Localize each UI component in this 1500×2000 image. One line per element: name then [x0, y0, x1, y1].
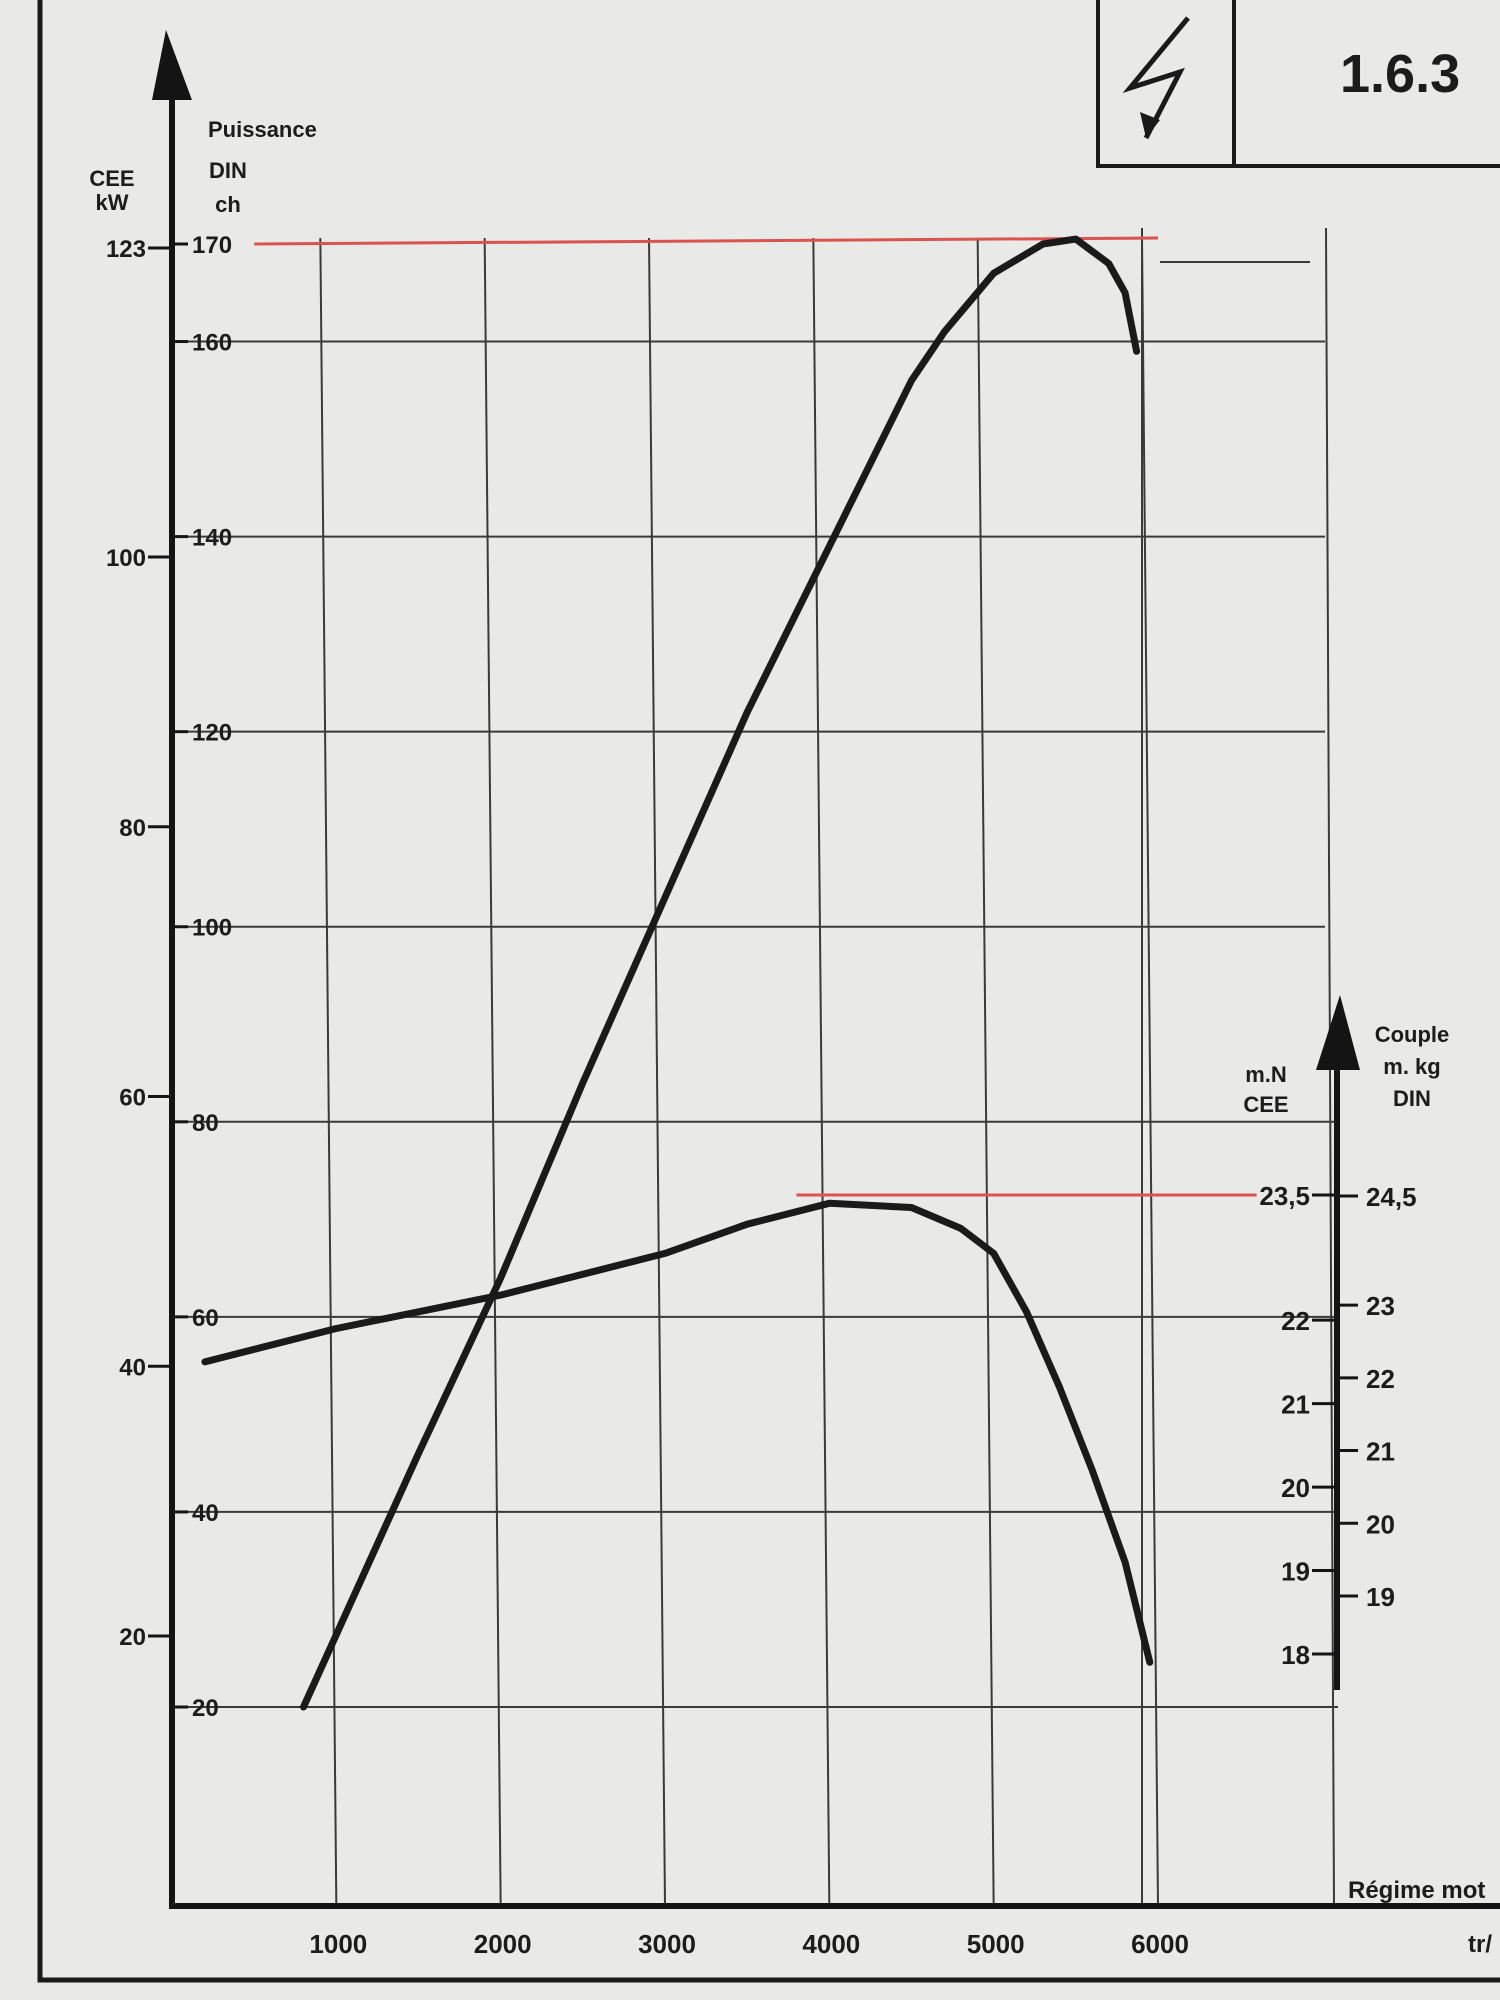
ch-tick-label-80: 80 [192, 1110, 219, 1137]
ch-tick-label-100: 100 [192, 915, 232, 942]
header-code: 1.6.3 [1340, 44, 1460, 104]
kw-tick-label-123: 123 [106, 236, 146, 263]
left-inner-axis-label-2: ch [215, 192, 241, 217]
nm-tick-label-21: 21 [1281, 1390, 1310, 1420]
kw-tick-label-100: 100 [106, 545, 146, 572]
left-outer-axis-label-0: CEE [89, 166, 134, 191]
page-frame [37, 0, 1500, 1983]
ch-tick-label-20: 20 [192, 1695, 219, 1722]
nm-tick-label-20: 20 [1281, 1473, 1310, 1503]
grid-v-5000 [976, 237, 995, 1907]
ch-tick-label-140: 140 [192, 525, 232, 552]
kg-tick-label-21: 21 [1366, 1437, 1395, 1467]
ch-tick-label-60: 60 [192, 1305, 219, 1332]
x-axis-unit: tr/ [1468, 1931, 1492, 1958]
x-tick-label-6000: 6000 [1131, 1929, 1189, 1959]
left-outer-axis-label-1: kW [96, 190, 129, 215]
kw-tick-label-60: 60 [119, 1085, 146, 1112]
ch-tick-label-40: 40 [192, 1500, 219, 1527]
header-box: 1.6.3 [1096, 0, 1500, 168]
kg-tick-label-22: 22 [1366, 1364, 1395, 1394]
ch-tick-label-120: 120 [192, 720, 232, 747]
tick-labels: 20 40 60 80 100 123 20 40 60 80 100 120 140 160 170 18 1… [89, 117, 1492, 1959]
grid-v-6000 [1141, 237, 1159, 1907]
right-inner-axis-label-0: m.N [1245, 1062, 1287, 1087]
right-inner-axis-label-1: CEE [1243, 1092, 1288, 1117]
kg-tick-label-24,5: 24,5 [1366, 1182, 1417, 1212]
right-outer-axis-label-0: Couple [1375, 1022, 1450, 1047]
axes [152, 30, 1500, 1909]
x-tick-label-3000: 3000 [638, 1929, 696, 1959]
series-line-0 [300, 235, 1141, 1711]
grid-v-3000 [648, 237, 666, 1907]
curves [201, 235, 1154, 1711]
reference-lines [254, 236, 1257, 1197]
ch-tick-label-170: 170 [192, 232, 232, 259]
right-axis-arrow [1316, 995, 1360, 1070]
ch-tick-label-160: 160 [192, 330, 232, 357]
grid-v-1000 [319, 237, 338, 1907]
kg-tick-label-20: 20 [1366, 1509, 1395, 1539]
series-line-1 [201, 1199, 1154, 1666]
kg-tick-label-19: 19 [1366, 1582, 1395, 1612]
left-inner-axis-label-1: DIN [209, 158, 247, 183]
x-tick-label-1000: 1000 [309, 1929, 367, 1959]
nm-tick-label-22: 22 [1281, 1306, 1310, 1336]
grid-v-2000 [483, 237, 502, 1907]
grid [172, 227, 1338, 1907]
kw-tick-label-40: 40 [119, 1354, 146, 1381]
nm-tick-label-23,5: 23,5 [1259, 1181, 1310, 1211]
left-inner-axis-label-0: Puissance [208, 117, 317, 142]
left-axis-arrow [152, 30, 192, 100]
right-outer-axis-label-2: DIN [1393, 1086, 1431, 1111]
nm-tick-label-18: 18 [1281, 1640, 1310, 1670]
kg-tick-label-23: 23 [1366, 1291, 1395, 1321]
reference-line-0 [254, 236, 1159, 246]
x-tick-label-2000: 2000 [474, 1929, 532, 1959]
grid-v-4000 [812, 237, 831, 1907]
x-tick-label-4000: 4000 [802, 1929, 860, 1959]
kw-tick-label-80: 80 [119, 815, 146, 842]
lightning-bolt-icon [1122, 16, 1190, 140]
x-tick-label-5000: 5000 [967, 1929, 1025, 1959]
kw-tick-label-20: 20 [119, 1624, 146, 1651]
right-outer-axis-label-1: m. kg [1383, 1054, 1440, 1079]
nm-tick-label-19: 19 [1281, 1557, 1310, 1587]
x-axis-label: Régime mot [1348, 1877, 1485, 1904]
